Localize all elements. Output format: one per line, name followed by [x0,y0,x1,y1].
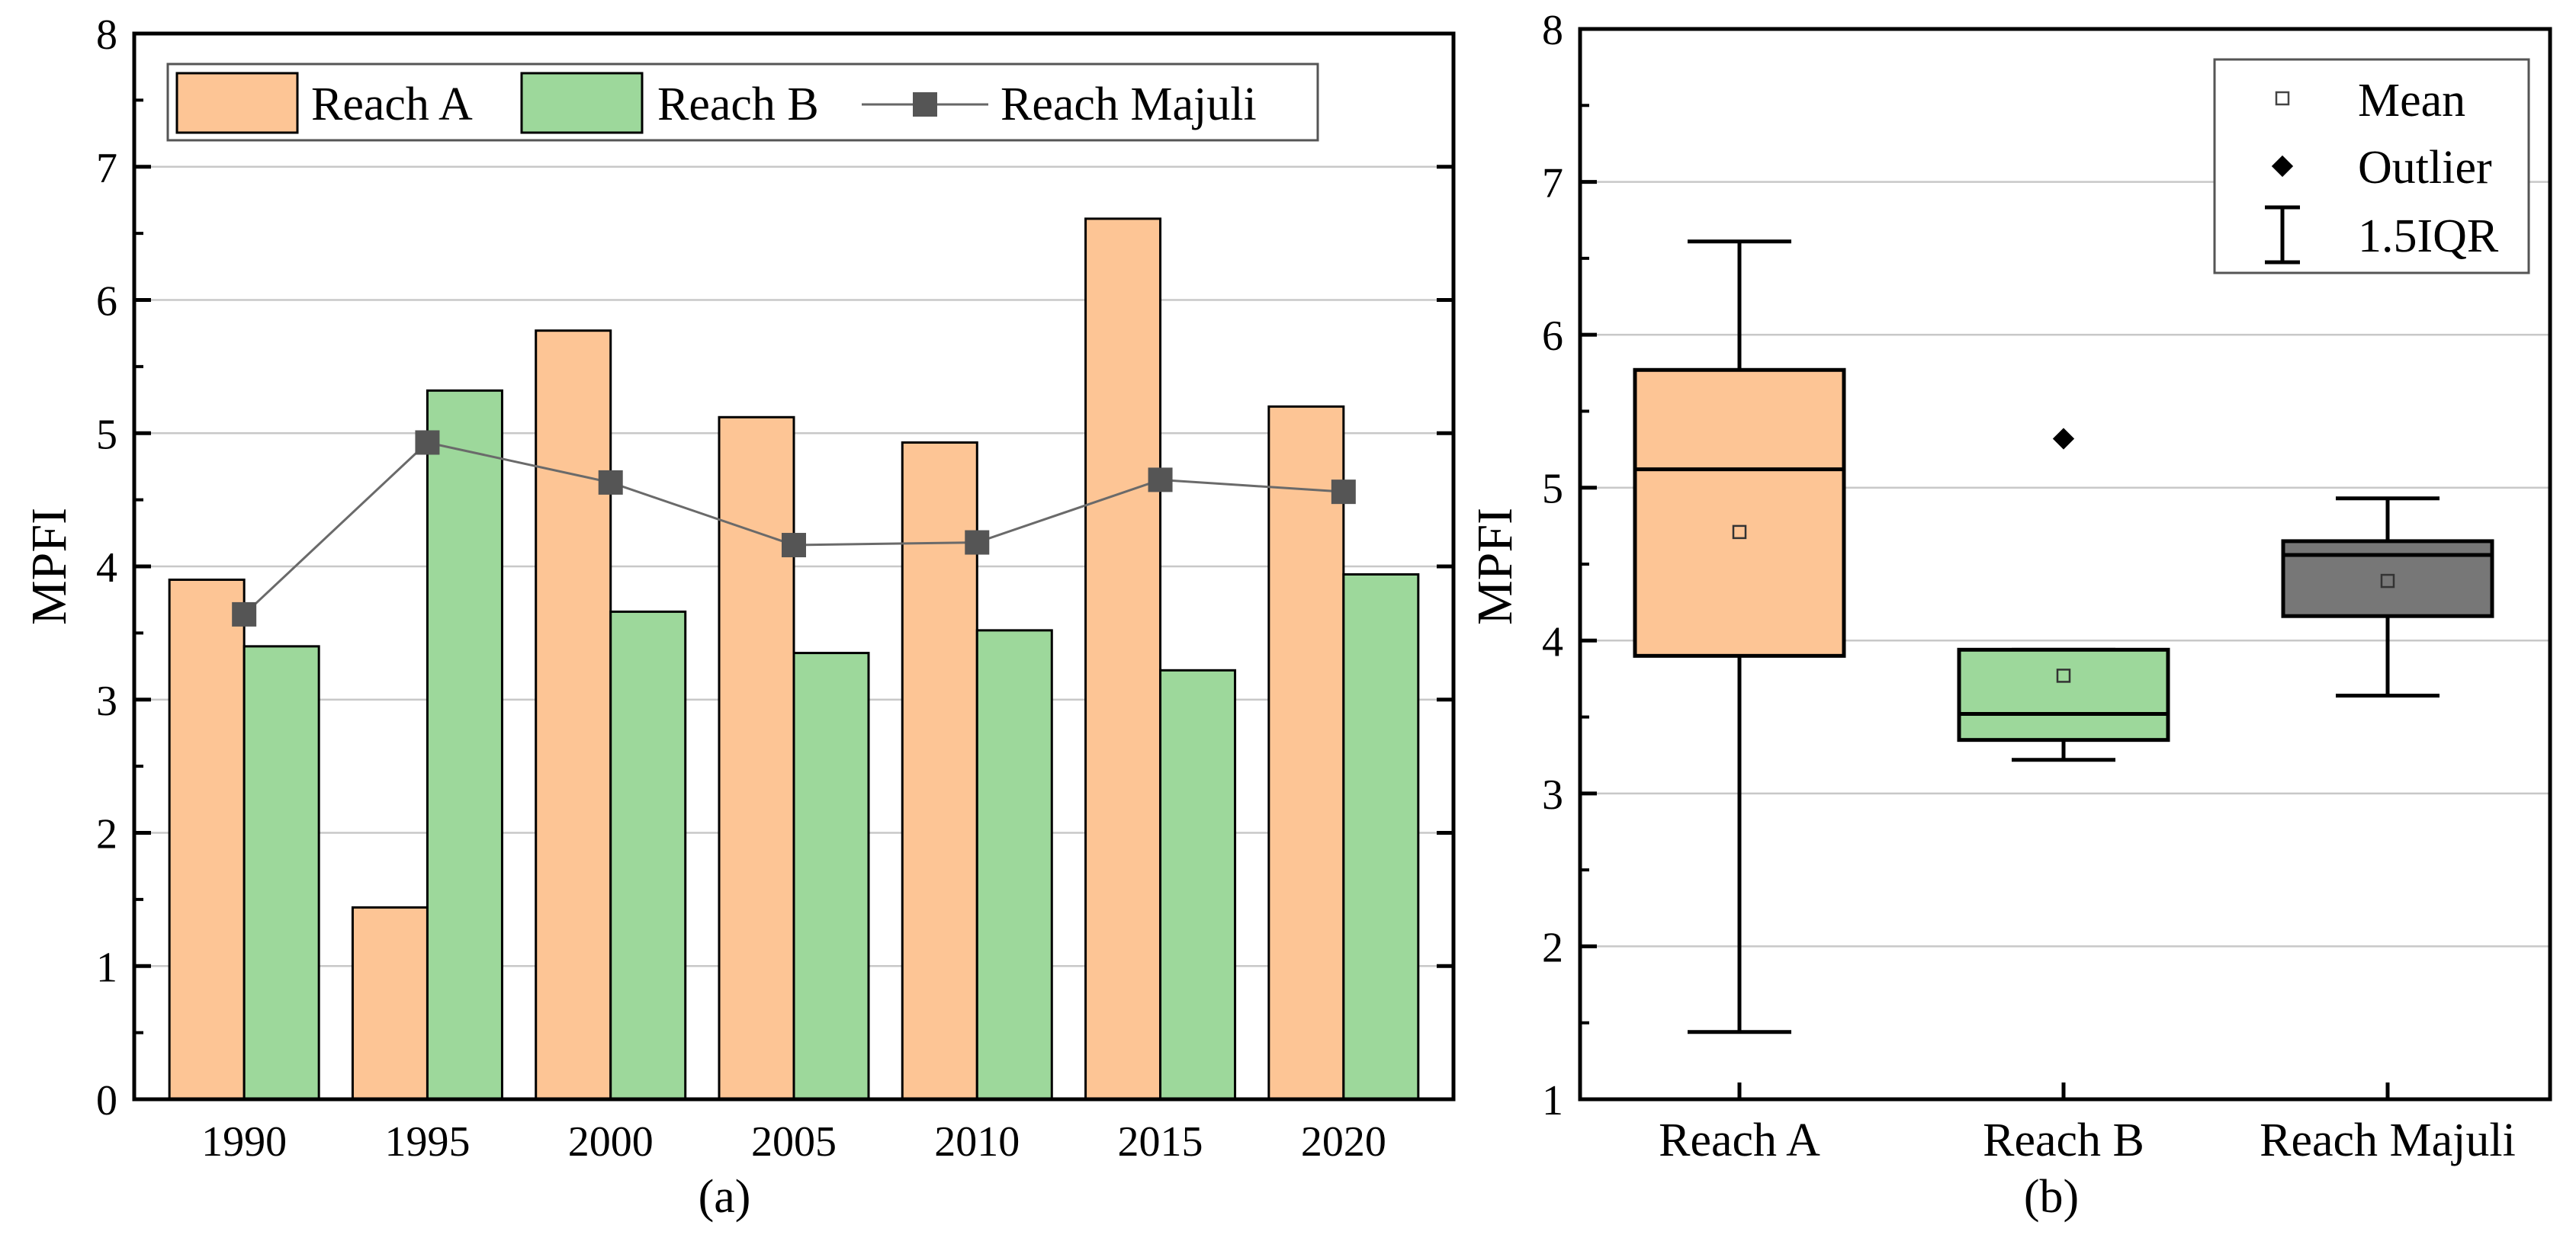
mean-marker [1732,524,1747,540]
x-tick-label: 2020 [1301,1118,1386,1166]
panel-a-bars [168,217,1420,1101]
x-tick-label: 2000 [568,1118,654,1166]
panel-a-majuli-line [232,430,1356,627]
majuli-point [415,430,440,455]
x-tick-label: Reach A [1659,1115,1820,1166]
y-tick-label: 2 [1542,924,1563,971]
y-tick-label: 3 [1542,771,1563,819]
panel-a-legend-box [166,63,1319,142]
panel-b-x-tick-labels: Reach A Reach B Reach Majuli [1659,1115,2516,1166]
panel-b-box-plot: 1 2 3 4 5 6 7 8 Reach A Reach B Reach Majuli MPFI… [1467,7,2552,1223]
majuli-point [232,601,257,627]
y-tick-label: 1 [96,944,117,991]
legend-outlier-label: Outlier [2358,142,2492,194]
iqr-box [1957,647,2170,742]
bar-reach-b [1342,572,1420,1101]
y-tick-label: 7 [1542,160,1563,207]
legend-majuli-label: Reach Majuli [1001,79,1257,130]
bar-reach-b [609,610,687,1101]
y-tick-label: 3 [96,678,117,725]
bar-reach-b [243,645,320,1101]
legend-majuli-marker [913,92,937,117]
majuli-point [782,533,806,558]
y-tick-label: 0 [96,1077,117,1124]
y-tick-label: 4 [96,544,117,592]
panel-a-x-tick-labels: 1990 1995 2000 2005 2010 2015 2020 [201,1118,1386,1166]
majuli-point [1331,479,1356,505]
legend-reach-a-label: Reach A [311,79,473,130]
y-tick-label: 4 [1542,618,1563,666]
panel-b-gridlines [1580,181,2550,948]
panel-a-y-axis-label: MPFI [21,508,77,625]
bar-reach-a [168,578,246,1101]
legend-outlier-marker [2271,155,2294,178]
panel-b-boxes [1633,239,2494,1034]
bar-reach-b [792,652,870,1101]
box-reach-majuli [2281,496,2494,698]
panel-b-y-tick-labels: 1 2 3 4 5 6 7 8 [1542,7,1563,1124]
legend-reach-b-label: Reach B [657,79,819,130]
bar-reach-a [351,906,429,1101]
bar-reach-b [426,389,503,1101]
y-tick-label: 6 [96,278,117,326]
x-tick-label: 2005 [751,1118,837,1166]
bar-reach-b [975,629,1053,1101]
panel-b-label: (b) [2024,1171,2079,1223]
panel-b-legend: Mean Outlier 1.5IQR [2213,58,2530,274]
y-tick-label: 8 [96,11,117,59]
panel-b-plot-frame [1578,27,2552,1102]
y-tick-label: 5 [96,411,117,458]
outlier-marker [2052,428,2075,450]
bar-reach-a [1267,405,1345,1101]
bar-reach-a [535,329,612,1101]
bar-reach-a [1084,217,1162,1101]
panel-a-plot-frame [132,31,1456,1102]
y-tick-label: 1 [1542,1077,1563,1124]
y-tick-label: 2 [96,811,117,858]
bar-reach-a [718,415,795,1101]
majuli-point [1148,467,1173,492]
panel-a-y-tick-labels: 0 1 2 3 4 5 6 7 8 [96,11,117,1124]
majuli-point [598,470,623,495]
legend-iqr-whisker-icon [2265,205,2300,265]
mean-marker [2380,573,2395,589]
mean-marker [2056,669,2071,683]
y-tick-label: 8 [1542,7,1563,54]
x-tick-label: 1990 [201,1118,287,1166]
majuli-point [965,530,990,555]
legend-iqr-label: 1.5IQR [2358,210,2499,262]
panel-a-bar-chart: 0 1 2 3 4 5 6 7 8 1990 1995 2000 2005 2010 2015 2020 M… [21,11,1456,1223]
bar-reach-a [901,441,978,1101]
box-reach-b [1957,428,2170,762]
y-tick-label: 7 [96,145,117,192]
bar-reach-b [1159,669,1237,1101]
x-tick-label: Reach B [1983,1115,2144,1166]
legend-reach-a-swatch [175,72,299,134]
y-tick-label: 5 [1542,466,1563,513]
y-tick-label: 6 [1542,313,1563,360]
panel-a-legend: Reach A Reach B Reach Majuli [166,63,1319,142]
legend-reach-b-swatch [520,72,644,134]
x-tick-label: 1995 [384,1118,470,1166]
x-tick-label: 2015 [1118,1118,1203,1166]
panel-b-legend-box [2213,58,2530,274]
panel-a-label: (a) [699,1171,751,1223]
legend-mean-marker [2275,91,2290,106]
panel-b-y-axis-label: MPFI [1467,508,1523,625]
iqr-box [1633,367,1846,658]
box-reach-a [1633,239,1846,1034]
x-tick-label: Reach Majuli [2260,1115,2516,1166]
x-tick-label: 2010 [934,1118,1020,1166]
legend-mean-label: Mean [2358,75,2465,127]
